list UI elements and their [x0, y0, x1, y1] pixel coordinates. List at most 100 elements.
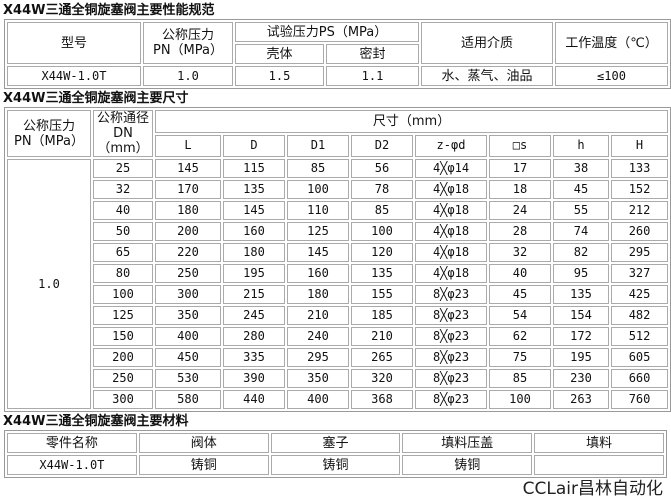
cell: 74 — [553, 222, 609, 241]
cell: 425 — [611, 285, 669, 304]
cell: D — [223, 134, 285, 157]
cell: 100 — [287, 180, 349, 199]
cell: 65 — [93, 243, 153, 262]
table-row: 50 200 160 125 100 4╳φ18 28 74 260 — [7, 222, 669, 241]
table-row: 300 580 440 400 368 8╳φ23 100 263 760 — [7, 390, 669, 409]
cell: 8╳φ23 — [415, 348, 487, 367]
cell: D1 — [287, 134, 349, 157]
header-pn-line1: 公称压力 — [22, 118, 75, 134]
materials-title: X44W三通全铜旋塞阀主要材料 — [3, 414, 189, 429]
cell: 300 — [155, 285, 221, 304]
cell: 8╳φ23 — [415, 369, 487, 388]
cell: 水、蒸气、油品 — [421, 66, 553, 86]
cell: 660 — [611, 369, 669, 388]
cell: 195 — [553, 348, 609, 367]
cell: 80 — [93, 264, 153, 283]
cell: 38 — [553, 159, 609, 178]
cell: 210 — [351, 327, 413, 346]
header-pn-line2: PN（MPa） — [13, 133, 84, 149]
dims-title: X44W三通全铜旋塞阀主要尺寸 — [3, 91, 189, 106]
table-row: 80 250 195 160 135 4╳φ18 40 95 327 — [7, 264, 669, 283]
cell: 135 — [223, 180, 285, 199]
cell: 154 — [553, 306, 609, 325]
cell: 100 — [351, 222, 413, 241]
cell: 4╳φ18 — [415, 243, 487, 262]
cell: 212 — [611, 201, 669, 220]
cell: L — [155, 134, 221, 157]
cell: 172 — [553, 327, 609, 346]
cell: □s — [489, 134, 551, 157]
cell: 阀体 — [138, 433, 269, 453]
cell: 180 — [287, 285, 349, 304]
cell: 4╳φ18 — [415, 180, 487, 199]
cell: 78 — [351, 180, 413, 199]
cell: 200 — [93, 348, 153, 367]
cell: 32 — [93, 180, 153, 199]
dims-table: 公称压力 PN（MPa） 公称通径 DN（mm） 尺寸（mm） L D D1 D2 z-φd □s h… — [4, 107, 671, 412]
header-seal: 密封 — [326, 44, 419, 64]
cell: 95 — [553, 264, 609, 283]
cell: 450 — [155, 348, 221, 367]
cell: 公称通径 DN（mm） — [93, 110, 153, 157]
cell: X44W-1.0T — [7, 66, 141, 86]
cell: 18 — [489, 180, 551, 199]
cell: 350 — [155, 306, 221, 325]
header-model: 型号 — [7, 22, 141, 64]
cell: 45 — [553, 180, 609, 199]
cell: 220 — [155, 243, 221, 262]
cell: 铸铜 — [402, 455, 533, 475]
cell: 54 — [489, 306, 551, 325]
cell: 263 — [553, 390, 609, 409]
cell: 8╳φ23 — [415, 306, 487, 325]
cell: 4╳φ18 — [415, 201, 487, 220]
table-row: 40 180 145 110 85 4╳φ18 24 55 212 — [7, 201, 669, 220]
table-row: 32 170 135 100 78 4╳φ18 18 45 152 — [7, 180, 669, 199]
cell: 185 — [351, 306, 413, 325]
cell: 4╳φ18 — [415, 222, 487, 241]
cell: 482 — [611, 306, 669, 325]
cell: 133 — [611, 159, 669, 178]
cell — [534, 455, 664, 475]
cell: 260 — [611, 222, 669, 241]
cell: 300 — [93, 390, 153, 409]
cell: 1.0 — [7, 159, 91, 409]
cell: 120 — [351, 243, 413, 262]
cell: 4╳φ14 — [415, 159, 487, 178]
cell: 85 — [351, 201, 413, 220]
cell: 40 — [93, 201, 153, 220]
cell: 327 — [611, 264, 669, 283]
cell: 1.1 — [326, 66, 419, 86]
header-pn: 公称压力 PN（MPa） — [143, 22, 233, 64]
cell: D2 — [351, 134, 413, 157]
header-pn-line1: 公称压力 — [161, 28, 214, 43]
cell: 铸铜 — [138, 455, 269, 475]
cell: 85 — [489, 369, 551, 388]
cell: 填料压盖 — [402, 433, 533, 453]
cell: h — [553, 134, 609, 157]
cell: 28 — [489, 222, 551, 241]
header-temp: 工作温度（℃） — [555, 22, 668, 64]
cell: 75 — [489, 348, 551, 367]
header-dn-line1: 公称通径 — [96, 111, 149, 126]
table-row: 65 220 180 145 120 4╳φ18 32 82 295 — [7, 243, 669, 262]
header-dn-line2: DN（mm） — [97, 126, 149, 156]
cell: 180 — [223, 243, 285, 262]
cell: 368 — [351, 390, 413, 409]
cell: 40 — [489, 264, 551, 283]
cell: 152 — [611, 180, 669, 199]
cell: 265 — [351, 348, 413, 367]
header-medium: 适用介质 — [421, 22, 553, 64]
cell: 8╳φ23 — [415, 285, 487, 304]
cell: 尺寸（mm） — [155, 110, 669, 133]
cell: 56 — [351, 159, 413, 178]
cell: 100 — [93, 285, 153, 304]
cell: 135 — [553, 285, 609, 304]
cell: 100 — [489, 390, 551, 409]
cell: 45 — [489, 285, 551, 304]
table-row: 200 450 335 295 265 8╳φ23 75 195 605 — [7, 348, 669, 367]
cell: 公称压力 PN（MPa） — [7, 110, 91, 157]
cell: 塞子 — [270, 433, 401, 453]
cell: 125 — [287, 222, 349, 241]
table-row: 100 300 215 180 155 8╳φ23 45 135 425 — [7, 285, 669, 304]
spec-table: 型号 公称压力 PN（MPa） 试验压力PS（MPa） 适用介质 工作温度（℃） … — [4, 19, 671, 89]
